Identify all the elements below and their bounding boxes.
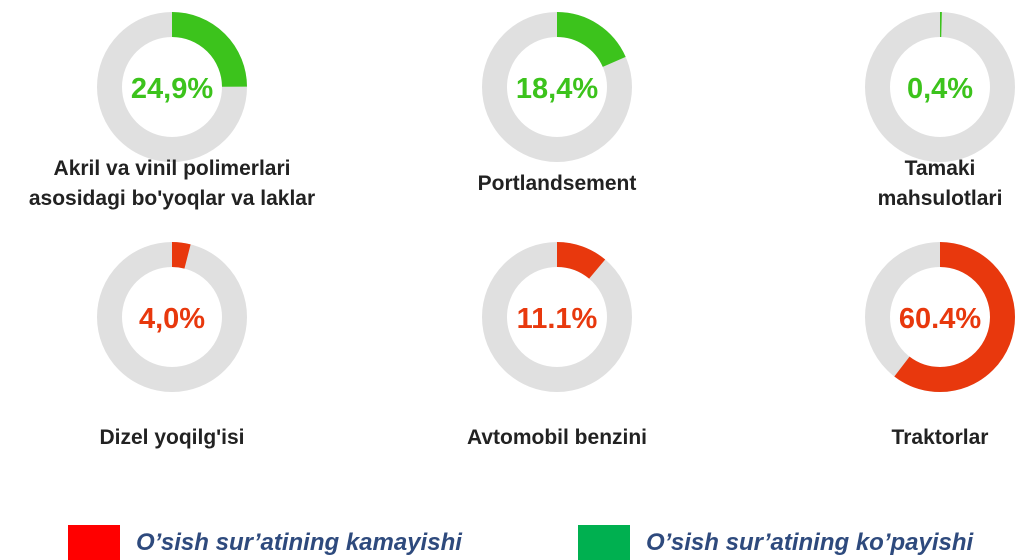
chart-title: Portlandsement	[477, 172, 637, 195]
chart-title: Tamaki mahsulotlari	[877, 157, 1003, 210]
value-label: 24,9%	[131, 73, 213, 105]
legend-swatch	[68, 525, 120, 560]
chart-title: Dizel yoqilg'isi	[99, 426, 245, 449]
value-label: 0,4%	[907, 73, 973, 105]
legend-label: O’sish sur’atining ko’payishi	[646, 528, 974, 556]
value-label: 18,4%	[516, 73, 598, 105]
donut-segment	[865, 12, 1015, 162]
value-label: 60.4%	[899, 303, 981, 335]
donut-segment	[482, 242, 632, 392]
donut-segment	[482, 12, 632, 162]
chart-title: Avtomobil benzini	[466, 426, 648, 449]
legend-swatch	[578, 525, 630, 560]
charts: 24,9% 18,4% 0,4% 4,0% 11.1% 60.4%	[97, 12, 1015, 392]
donut-segment	[865, 242, 1015, 392]
chart-title: Traktorlar	[891, 426, 989, 449]
chart-title: Akril va vinil polimerlari asosidagi bo'…	[28, 157, 316, 210]
legend-label: O’sish sur’atining kamayishi	[136, 528, 462, 556]
donut-segment	[97, 242, 247, 392]
legend-item: O’sish sur’atining kamayishi	[68, 525, 462, 560]
legend-item: O’sish sur’atining ko’payishi	[578, 525, 973, 560]
value-label: 11.1%	[517, 303, 598, 335]
value-label: 4,0%	[139, 303, 205, 335]
donut-segment	[97, 12, 247, 162]
